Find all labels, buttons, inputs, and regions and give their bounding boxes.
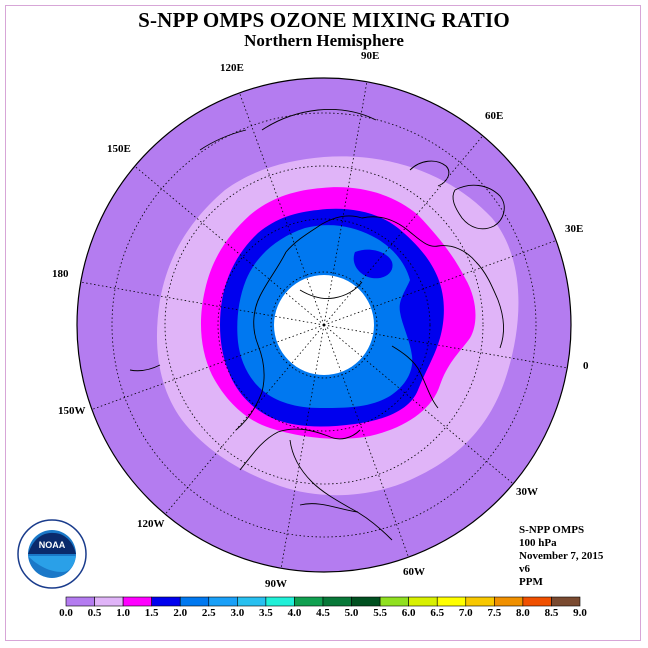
- colorbar-tick-label: 7.0: [458, 607, 473, 619]
- lon-label-180: 180: [52, 268, 69, 280]
- lon-label-120e: 120E: [220, 62, 244, 74]
- noaa-logo-icon: [17, 519, 87, 589]
- colorbar-swatch: [551, 596, 581, 607]
- meridian-line: [239, 92, 325, 326]
- info-instrument: S-NPP OMPS: [519, 524, 585, 536]
- colorbar-tick-label: 7.5: [487, 607, 502, 619]
- colorbar-swatch: [151, 596, 181, 607]
- lon-label-60w: 60W: [403, 566, 425, 578]
- colorbar-tick-label: 1.5: [144, 607, 159, 619]
- colorbar-tick-label: 9.0: [573, 607, 587, 619]
- info-version: v6: [519, 563, 530, 575]
- colorbar-swatch: [351, 596, 381, 607]
- colorbar-swatch: [379, 596, 409, 607]
- info-block: S-NPP OMPS 100 hPa November 7, 2015 v6 P…: [519, 524, 603, 589]
- meridian-line: [323, 81, 368, 326]
- lon-label-60e: 60E: [485, 110, 504, 122]
- colorbar-tick-label: 6.5: [430, 607, 445, 619]
- colorbar-swatch: [94, 596, 124, 607]
- colorbar-tick-label: 2.0: [173, 607, 188, 619]
- lon-label-0: 0: [583, 360, 589, 372]
- colorbar-tick-label: 6.0: [401, 607, 416, 619]
- graticule: [111, 112, 537, 538]
- colorbar-swatch: [408, 596, 438, 607]
- colorbar-swatch: [522, 596, 552, 607]
- info-units: PPM: [519, 576, 543, 588]
- colorbar-tick-label: 1.0: [116, 607, 130, 619]
- map-subtitle: Northern Hemisphere: [244, 31, 404, 50]
- lon-label-90w: 90W: [265, 578, 287, 590]
- colorbar-tick-label: 8.0: [516, 607, 530, 619]
- info-date: November 7, 2015: [519, 550, 604, 562]
- colorbar-swatch: [208, 596, 238, 607]
- meridian-line: [134, 165, 325, 326]
- meridians: [80, 81, 568, 569]
- meridian-line: [323, 135, 484, 326]
- colorbar-tick-label: 5.0: [344, 607, 359, 619]
- meridian-line: [280, 324, 325, 569]
- lon-label-30w: 30W: [516, 486, 538, 498]
- colorbar-swatch: [294, 596, 324, 607]
- meridian-line: [323, 324, 514, 485]
- lon-label-120w: 120W: [137, 518, 165, 530]
- coastlines: [129, 109, 505, 541]
- colorbar-tick-label: 0.0: [59, 607, 73, 619]
- noaa-logo-text: NOAA: [38, 540, 66, 550]
- meridian-line: [91, 324, 325, 410]
- colorbar-swatch: [122, 596, 152, 607]
- colorbar-swatch: [465, 596, 495, 607]
- lon-label-90e: 90E: [361, 50, 380, 62]
- colorbar-tick-label: 2.5: [201, 607, 216, 619]
- band-2.5-3.0-left: [353, 249, 393, 279]
- colorbar-tick-label: 4.5: [316, 607, 330, 619]
- colorbar-swatch: [265, 596, 295, 607]
- lon-label-150w: 150W: [58, 405, 86, 417]
- colorbar-tick-label: 3.5: [259, 607, 273, 619]
- meridian-line: [323, 324, 409, 558]
- info-level: 100 hPa: [519, 537, 557, 549]
- colorbar-tick-label: 3.0: [230, 607, 245, 619]
- meridian-line: [164, 324, 325, 515]
- meridian-line: [323, 324, 568, 369]
- colorbar: [65, 596, 581, 607]
- colorbar-tick-label: 5.5: [373, 607, 387, 619]
- colorbar-tick-label: 4.0: [287, 607, 302, 619]
- map-border: [76, 77, 572, 573]
- colorbar-swatch: [179, 596, 210, 607]
- colorbar-swatch: [436, 596, 467, 607]
- colorbar-tick-label: 0.5: [87, 607, 102, 619]
- colorbar-swatch: [494, 596, 524, 607]
- figure-frame: [5, 5, 641, 641]
- map-title: S-NPP OMPS OZONE MIXING RATIO: [138, 8, 510, 32]
- lon-label-30e: 30E: [565, 223, 584, 235]
- meridian-line: [323, 240, 557, 326]
- colorbar-tick-label: 8.5: [544, 607, 559, 619]
- meridian-line: [80, 281, 325, 326]
- ozone-field: [77, 78, 571, 572]
- colorbar-swatch: [65, 596, 95, 607]
- colorbar-swatch: [322, 596, 352, 607]
- lon-label-150e: 150E: [107, 143, 131, 155]
- colorbar-swatch: [237, 596, 267, 607]
